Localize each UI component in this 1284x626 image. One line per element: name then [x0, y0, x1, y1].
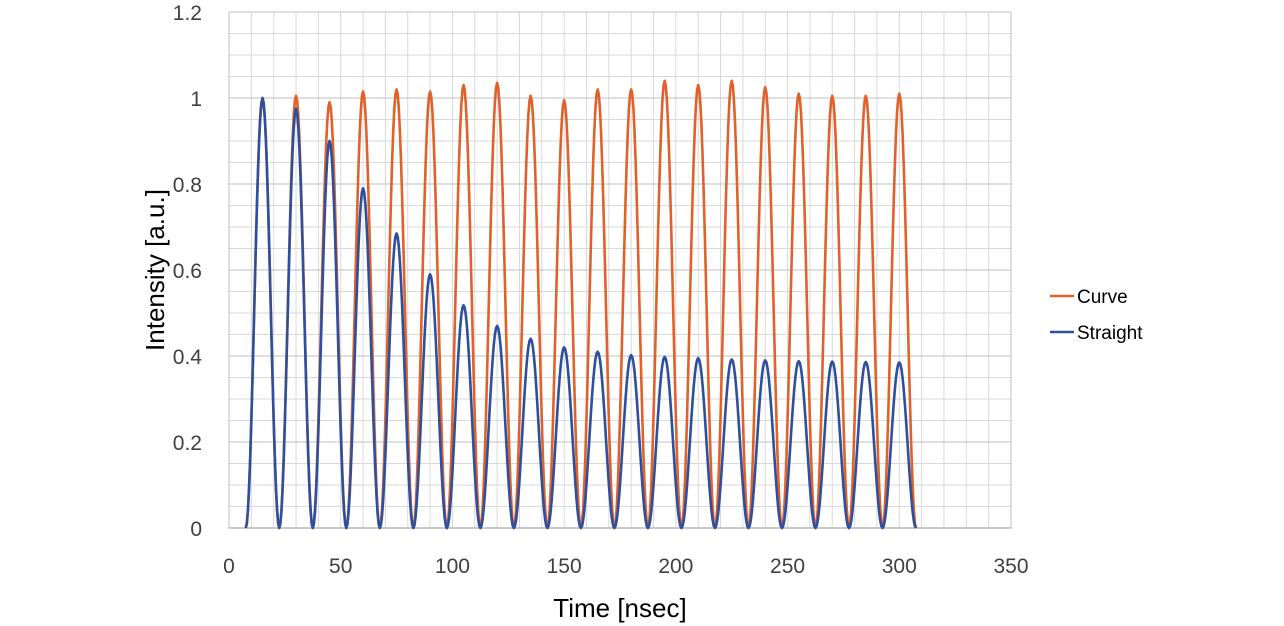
- legend-label-straight: Straight: [1077, 323, 1143, 344]
- y-axis-title: Intensity [a.u.]: [140, 189, 170, 351]
- x-tick-label: 200: [658, 555, 693, 578]
- x-tick-label: 150: [547, 555, 582, 578]
- y-tick-label: 0.6: [173, 260, 202, 283]
- legend-label-curve: Curve: [1077, 287, 1128, 308]
- x-axis-tick-labels: 0 50 100 150 200 250 300 350: [223, 555, 1028, 578]
- x-tick-label: 50: [329, 555, 352, 578]
- series-layer: [244, 79, 918, 530]
- x-tick-label: 350: [993, 555, 1028, 578]
- y-axis-tick-labels: 0 0.2 0.4 0.6 0.8 1 1.2: [173, 2, 203, 541]
- x-axis-title: Time [nsec]: [553, 593, 686, 623]
- x-tick-label: 0: [223, 555, 235, 578]
- y-tick-label: 1: [190, 88, 202, 111]
- x-tick-label: 300: [882, 555, 917, 578]
- y-tick-label: 0.4: [173, 346, 203, 369]
- series-line-straight: [244, 96, 918, 530]
- x-tick-label: 100: [435, 555, 470, 578]
- y-tick-label: 0: [190, 518, 202, 541]
- y-tick-label: 0.2: [173, 432, 202, 455]
- legend: Curve Straight: [1050, 287, 1143, 344]
- x-tick-label: 250: [770, 555, 805, 578]
- y-tick-label: 0.8: [173, 174, 202, 197]
- plot-area-frame: [228, 11, 1012, 529]
- y-tick-label: 1.2: [173, 2, 202, 25]
